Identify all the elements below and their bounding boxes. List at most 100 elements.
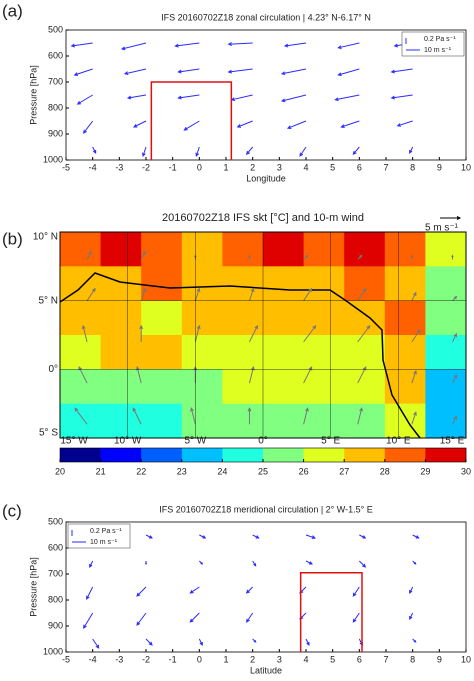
skt-cell <box>60 335 102 370</box>
colorbar-segment <box>303 448 345 462</box>
skt-cell <box>384 403 426 438</box>
wind-vector <box>76 94 93 105</box>
wind-vector <box>334 94 360 102</box>
colorbar-label: 29 <box>420 466 430 476</box>
skt-cell <box>263 266 305 302</box>
skt-cell <box>384 335 426 370</box>
colorbar-label: 28 <box>380 466 390 476</box>
skt-cell <box>141 266 183 302</box>
panel-title: 20160702Z18 IFS skt [°C] and 10-m wind <box>162 212 364 224</box>
region-box <box>150 81 233 160</box>
x-tick-label: 8 <box>410 654 415 664</box>
x-tick-label: -1 <box>169 654 177 664</box>
wind-vector <box>409 612 414 620</box>
wind-vector <box>412 534 420 539</box>
map-field <box>60 232 466 438</box>
x-tick-label: -4 <box>89 162 97 172</box>
skt-cell <box>100 300 142 336</box>
skt-cell <box>344 403 386 438</box>
wind-vector <box>452 374 457 384</box>
wind-vector <box>183 120 200 131</box>
skt-cell <box>425 403 466 438</box>
skt-cell <box>425 335 466 370</box>
wind-vector <box>86 250 92 260</box>
skt-cell <box>141 300 183 336</box>
wind-vector <box>452 295 458 302</box>
wind-vector <box>194 324 201 342</box>
scale-arrow <box>440 216 462 220</box>
wind-vector <box>86 586 94 600</box>
wind-vector <box>248 254 251 260</box>
wind-vector <box>305 560 313 565</box>
wind-vector <box>280 94 307 103</box>
legend-label: 10 m s⁻¹ <box>90 539 118 546</box>
wind-vector <box>70 42 93 48</box>
x-tick-label: 0 <box>197 162 202 172</box>
wind-vector <box>303 254 309 260</box>
x-tick-label: -5 <box>62 654 70 664</box>
skt-cell <box>181 335 223 370</box>
skt-cell <box>303 232 345 267</box>
wind-vector <box>89 560 94 568</box>
wind-vector <box>452 332 457 343</box>
wind-vector <box>337 68 360 77</box>
wind-vector <box>305 638 310 646</box>
wind-vector <box>126 94 147 100</box>
x-tick-label: 0° <box>258 436 268 447</box>
wind-vector <box>358 560 367 568</box>
wind-vector <box>451 254 454 260</box>
x-tick-label: 8 <box>410 162 415 172</box>
wind-vector <box>136 586 147 597</box>
skt-cell <box>60 403 102 438</box>
skt-cell <box>141 335 183 370</box>
wind-vector <box>411 411 417 425</box>
skt-cell <box>303 403 345 438</box>
wind-vector <box>357 324 371 343</box>
wind-vector <box>352 612 360 623</box>
wind-vector <box>352 146 360 156</box>
colorbar-segment <box>425 448 467 462</box>
skt-cell <box>384 266 426 302</box>
colorbar-label: 22 <box>136 466 146 476</box>
wind-vector <box>198 560 204 565</box>
skt-cell <box>344 335 386 370</box>
y-tick-label: 10° N <box>33 232 58 243</box>
wind-vector <box>452 415 457 425</box>
panel-label: (a) <box>2 1 23 20</box>
x-tick-label: -1 <box>169 162 177 172</box>
x-tick-label: 5 <box>330 654 335 664</box>
wind-vector <box>190 407 196 425</box>
wind-vector <box>73 68 93 76</box>
wind-vector <box>123 68 147 76</box>
wind-vector <box>86 287 96 301</box>
scale-label: 5 m s⁻¹ <box>425 223 459 234</box>
x-tick-label: 1 <box>223 654 228 664</box>
wind-vector <box>359 534 367 539</box>
x-tick-label: -3 <box>115 654 123 664</box>
skt-cell <box>222 403 264 438</box>
wind-vector <box>411 328 421 343</box>
skt-cell <box>181 369 223 405</box>
wind-vector <box>194 287 201 301</box>
wind-vector <box>252 534 260 539</box>
skt-cell <box>222 369 264 405</box>
legend-box <box>67 523 131 549</box>
x-tick-label: 4 <box>303 654 308 664</box>
wind-vector <box>120 42 147 51</box>
x-tick-label: 2 <box>250 654 255 664</box>
x-tick-label: 3 <box>277 654 282 664</box>
wind-vector <box>280 68 307 76</box>
colorbar-label: 21 <box>96 466 106 476</box>
legend-label: 0.2 Pa s⁻¹ <box>424 36 456 43</box>
skt-cell <box>141 232 183 267</box>
wind-vector <box>227 42 253 47</box>
wind-vector <box>245 586 254 594</box>
y-tick-label: 900 <box>48 620 63 630</box>
wind-vector <box>299 146 307 157</box>
skt-cell <box>60 300 102 336</box>
wind-vector <box>82 120 94 134</box>
wind-vector <box>133 120 147 128</box>
wind-vector <box>283 42 307 48</box>
wind-vector <box>174 42 200 48</box>
